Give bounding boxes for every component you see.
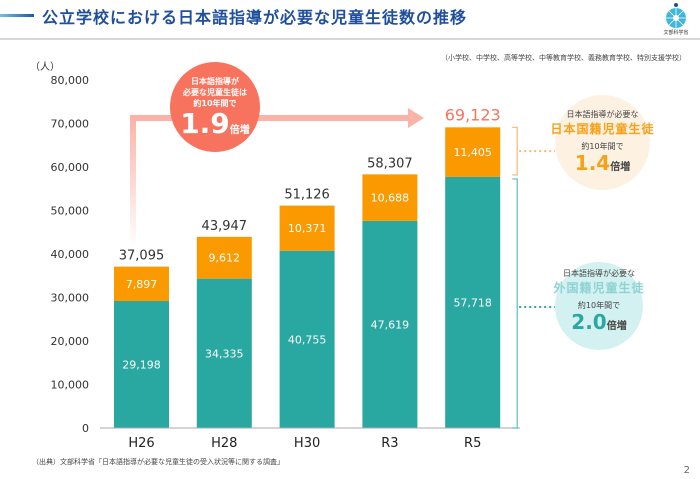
y-axis-ticks: 0 10,000 20,000 30,000 40,000 50,000 60,000 70,…	[51, 74, 90, 435]
bubble-jp-value-row: 1.4倍増	[555, 152, 650, 179]
page-number: 2	[683, 465, 690, 476]
bar-foreign-H26	[114, 300, 169, 428]
y-tick-label: 40,000	[51, 248, 90, 261]
bar-foreign-R5	[445, 176, 501, 428]
foreign-growth-bubble: 日本語指導が必要な 外国籍児童生徒 約10年間で 2.0倍増	[553, 262, 644, 350]
bar-japanese-H30	[279, 205, 335, 251]
bubble-fr-line3: 約10年間で	[577, 301, 621, 310]
total-label: 43,947	[202, 219, 248, 234]
y-axis-unit-label: （人）	[30, 61, 60, 73]
bar-japanese-R5	[445, 127, 501, 177]
title-bar: 公立学校における日本語指導が必要な児童生徒数の推移 文部科学省	[0, 0, 700, 38]
bar-label-japanese: 9,612	[209, 252, 241, 265]
total-label: 51,126	[284, 188, 330, 203]
bar-japanese-H28	[196, 236, 252, 279]
x-tick-label: H26	[128, 436, 154, 451]
x-tick-label: R3	[381, 436, 398, 451]
bubble-jp-suffix: 倍増	[610, 162, 631, 173]
page-title: 公立学校における日本語指導が必要な児童生徒数の推移	[42, 8, 468, 27]
title-accent-line	[0, 14, 34, 17]
y-tick-label: 60,000	[51, 161, 90, 174]
bar-japanese-H26	[114, 266, 169, 301]
bubble-main-suffix: 倍増	[229, 125, 250, 136]
bar-label-foreign: 29,198	[122, 358, 161, 371]
total-label: 37,095	[119, 249, 165, 264]
y-tick-label: 70,000	[51, 118, 90, 131]
bubble-fr-suffix: 倍増	[606, 321, 627, 332]
bar-japanese-R3	[362, 174, 418, 221]
scope-note: （小学校、中学校、高等学校、中等教育学校、義務教育学校、特別支援学校）	[441, 54, 686, 62]
bubble-jp-line3: 約10年間で	[581, 142, 624, 151]
bar-label-foreign: 47,619	[371, 318, 410, 331]
bar-foreign-H30	[279, 250, 335, 428]
y-tick-label: 20,000	[51, 335, 90, 348]
y-tick-label: 50,000	[51, 205, 90, 218]
mext-logo: 文部科学省	[662, 2, 690, 36]
japanese-growth-bubble: 日本語指導が必要な 日本国籍児童生徒 約10年間で 1.4倍増	[550, 95, 654, 190]
japanese-bracket	[512, 126, 518, 176]
bubble-main-value-row: 1.9倍増	[170, 109, 260, 146]
bubble-fr-highlight: 外国籍児童生徒	[553, 281, 645, 295]
source-footnote: （出典）文部科学省「日本語指導が必要な児童生徒の受入状況等に関する調査」	[32, 458, 284, 466]
bar-foreign-H28	[196, 278, 252, 428]
total-label: 58,307	[367, 156, 413, 171]
bar-label-japanese: 11,405	[453, 146, 492, 159]
x-tick-label: R5	[464, 436, 481, 451]
bar-label-japanese: 10,371	[288, 222, 327, 235]
title-divider	[0, 38, 700, 40]
x-tick-label: H28	[211, 436, 237, 451]
bar-foreign-R3	[362, 220, 418, 428]
bubble-jp-highlight: 日本国籍児童生徒	[550, 122, 655, 136]
bubble-jp-line1: 日本語指導が必要な	[566, 110, 639, 119]
bar-label-foreign: 57,718	[453, 296, 492, 309]
bar-label-japanese: 10,688	[371, 192, 410, 205]
x-tick-label: H30	[294, 436, 320, 451]
mext-logo-icon	[666, 3, 686, 28]
y-tick-label: 30,000	[51, 292, 90, 305]
y-tick-label: 10,000	[51, 379, 90, 392]
bubble-fr-value: 2.0	[571, 310, 607, 334]
y-tick-label: 80,000	[51, 74, 90, 87]
growth-arrow-head	[408, 108, 424, 128]
total-label: 69,123	[445, 105, 501, 124]
bar-label-foreign: 34,335	[205, 347, 244, 360]
bubble-main-value: 1.9	[180, 107, 230, 140]
total-growth-bubble: 日本語指導が 必要な児童生徒は 約10年間で 1.9倍増	[170, 62, 260, 152]
bar-label-foreign: 40,755	[288, 333, 327, 346]
bar-label-japanese: 7,897	[126, 278, 158, 291]
bars: 29,198 7,897 37,095 34,335 9,612 43,947 40,755…	[114, 105, 501, 428]
bubble-fr-line1: 日本語指導が必要な	[563, 269, 635, 278]
bubble-main-line2: 必要な児童生徒は	[183, 88, 247, 97]
foreign-bracket	[512, 178, 518, 429]
logo-text: 文部科学省	[663, 30, 689, 36]
x-axis-ticks: H26 H28 H30 R3 R5	[128, 436, 481, 451]
bubble-main-line3: 約10年間で	[193, 99, 237, 108]
y-tick-label: 0	[82, 422, 89, 435]
bubble-jp-value: 1.4	[574, 151, 611, 175]
bubble-fr-value-row: 2.0倍増	[555, 311, 643, 338]
bubble-main-line1: 日本語指導が	[191, 77, 239, 86]
